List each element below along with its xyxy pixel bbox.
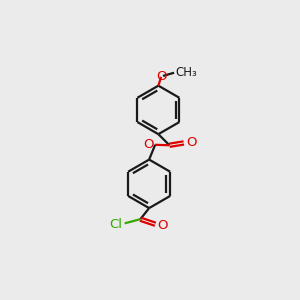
Text: CH₃: CH₃ bbox=[175, 66, 197, 79]
Text: O: O bbox=[143, 138, 153, 151]
Text: O: O bbox=[158, 219, 168, 232]
Text: O: O bbox=[186, 136, 196, 149]
Text: Cl: Cl bbox=[109, 218, 122, 231]
Text: O: O bbox=[156, 70, 166, 83]
